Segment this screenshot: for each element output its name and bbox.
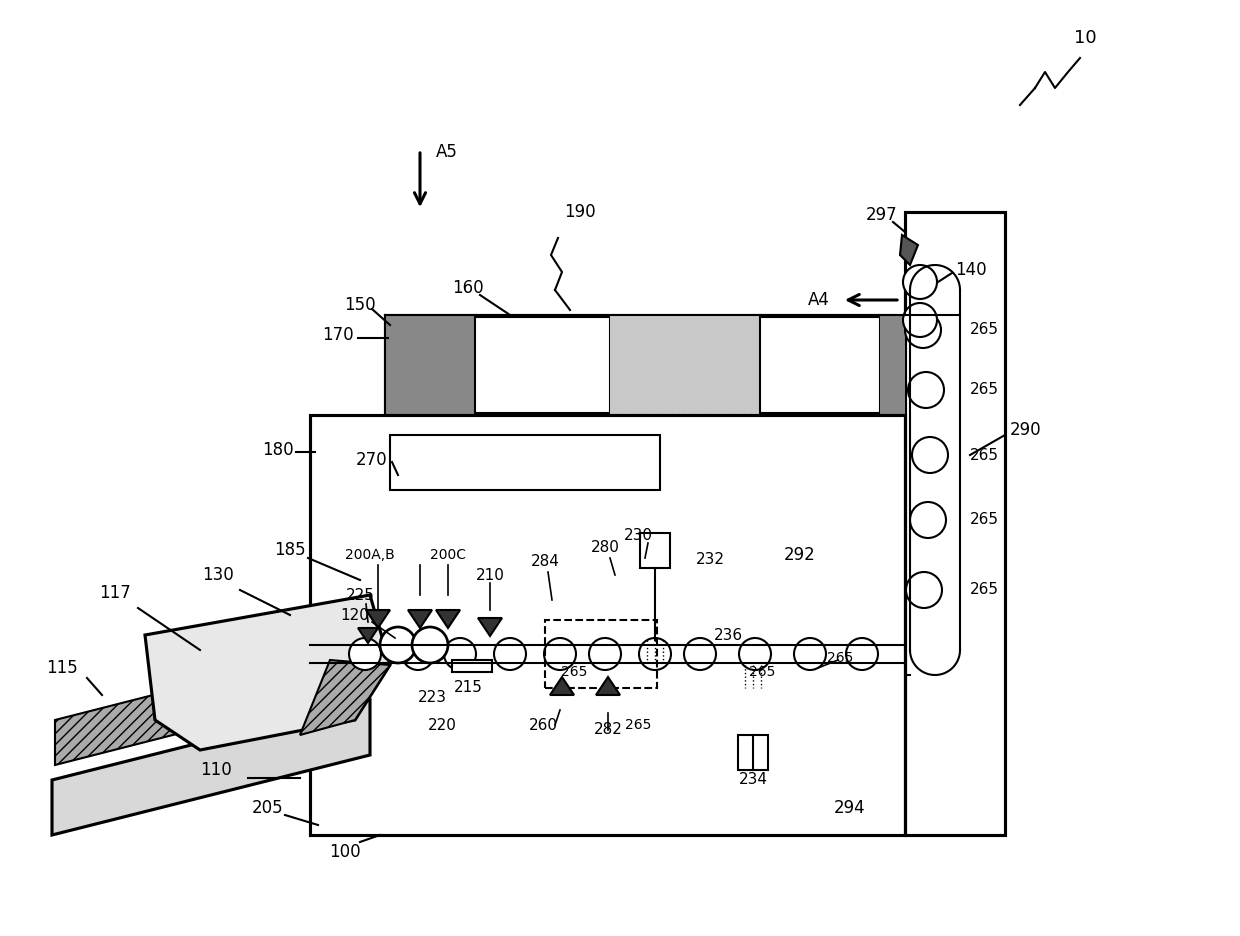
Text: 185: 185 <box>274 541 306 559</box>
Text: 232: 232 <box>696 552 724 567</box>
Circle shape <box>794 638 826 670</box>
Text: 200A,B: 200A,B <box>345 548 394 562</box>
Polygon shape <box>358 628 378 643</box>
Polygon shape <box>596 677 620 695</box>
Text: 220: 220 <box>428 718 456 733</box>
Circle shape <box>906 572 942 608</box>
Circle shape <box>684 638 715 670</box>
Circle shape <box>444 638 476 670</box>
Text: 265: 265 <box>970 513 999 528</box>
Polygon shape <box>52 700 370 835</box>
Text: 297: 297 <box>867 206 898 224</box>
Text: A4: A4 <box>808 291 830 309</box>
Text: 160: 160 <box>453 279 484 297</box>
Circle shape <box>911 437 949 473</box>
Text: 260: 260 <box>528 718 558 733</box>
Text: 120: 120 <box>341 607 370 622</box>
Polygon shape <box>477 618 502 636</box>
Bar <box>384 315 475 415</box>
Bar <box>640 533 670 568</box>
Bar <box>453 660 492 672</box>
Text: 265: 265 <box>970 582 999 597</box>
Text: 230: 230 <box>624 528 652 543</box>
Bar <box>310 415 905 835</box>
Text: 10: 10 <box>1074 29 1096 47</box>
Text: 265: 265 <box>749 665 775 679</box>
Polygon shape <box>436 610 460 628</box>
Bar <box>610 315 760 415</box>
Polygon shape <box>55 678 219 765</box>
Polygon shape <box>366 610 391 628</box>
Text: 265: 265 <box>625 718 651 732</box>
Bar <box>760 317 880 413</box>
Circle shape <box>905 312 941 348</box>
Circle shape <box>739 638 771 670</box>
Text: 270: 270 <box>356 451 387 469</box>
Text: 282: 282 <box>594 723 622 738</box>
Text: 130: 130 <box>202 566 234 584</box>
Circle shape <box>846 638 878 670</box>
Text: 215: 215 <box>454 680 482 695</box>
Text: 265: 265 <box>970 447 999 462</box>
Text: 284: 284 <box>531 554 559 569</box>
Circle shape <box>402 638 434 670</box>
Bar <box>905 212 1004 835</box>
Polygon shape <box>145 595 391 750</box>
Text: 265: 265 <box>970 383 999 398</box>
Bar <box>391 435 660 490</box>
Polygon shape <box>408 610 432 628</box>
Circle shape <box>910 502 946 538</box>
Text: 110: 110 <box>200 761 232 779</box>
Text: 180: 180 <box>262 441 294 459</box>
Text: 294: 294 <box>835 799 866 817</box>
Polygon shape <box>900 235 918 265</box>
Circle shape <box>589 638 621 670</box>
Polygon shape <box>551 677 574 695</box>
Circle shape <box>348 638 381 670</box>
Text: 205: 205 <box>252 799 284 817</box>
Text: 117: 117 <box>99 584 131 602</box>
Text: 150: 150 <box>345 296 376 314</box>
Text: 223: 223 <box>418 691 446 706</box>
Circle shape <box>412 627 448 663</box>
Circle shape <box>379 627 415 663</box>
Text: 265: 265 <box>827 651 853 665</box>
Circle shape <box>903 303 937 337</box>
Circle shape <box>494 638 526 670</box>
Circle shape <box>639 638 671 670</box>
Text: 292: 292 <box>784 546 816 564</box>
Circle shape <box>908 372 944 408</box>
Text: 265: 265 <box>560 665 588 679</box>
Text: 225: 225 <box>346 588 374 603</box>
Text: 100: 100 <box>329 843 361 861</box>
Bar <box>546 620 657 688</box>
Text: 280: 280 <box>590 540 620 555</box>
Circle shape <box>544 638 577 670</box>
Text: 290: 290 <box>1011 421 1042 439</box>
Text: 115: 115 <box>46 659 78 677</box>
Text: A5: A5 <box>436 143 458 161</box>
Text: 200C: 200C <box>430 548 466 562</box>
Polygon shape <box>300 660 391 735</box>
Text: 236: 236 <box>713 627 743 642</box>
Text: 265: 265 <box>970 323 999 338</box>
Text: 190: 190 <box>564 203 595 221</box>
Bar <box>384 315 905 415</box>
Text: 140: 140 <box>955 261 987 279</box>
Text: 170: 170 <box>322 326 353 344</box>
Bar <box>738 735 768 770</box>
Bar <box>475 317 610 413</box>
Text: 210: 210 <box>476 567 505 582</box>
Bar <box>880 315 905 415</box>
Circle shape <box>903 265 937 299</box>
Text: 234: 234 <box>739 772 768 787</box>
